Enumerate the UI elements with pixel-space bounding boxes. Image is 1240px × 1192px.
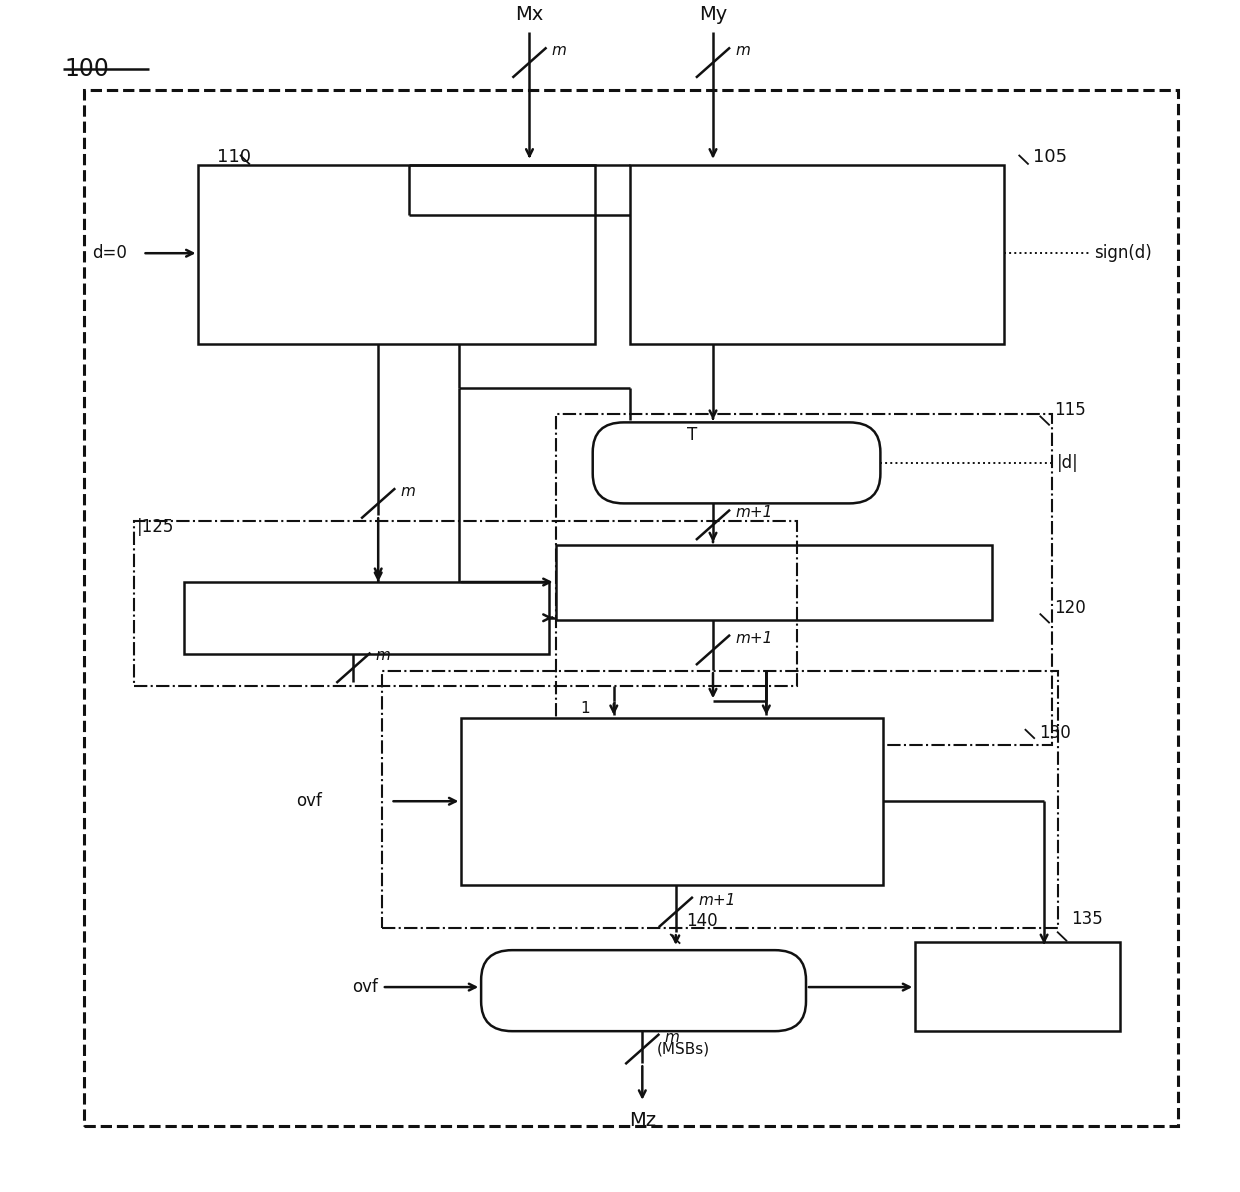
Text: 115: 115 (1054, 402, 1086, 420)
Text: |125: |125 (136, 519, 174, 536)
Bar (556, 545, 992, 620)
Text: Mz: Mz (629, 1111, 656, 1130)
Text: 105: 105 (1033, 148, 1068, 167)
Text: 140: 140 (686, 912, 718, 930)
Text: (MSBs): (MSBs) (657, 1042, 711, 1056)
Text: T: T (687, 426, 697, 443)
Bar (84, 89, 1178, 1126)
Bar (556, 414, 1052, 745)
Bar (134, 521, 797, 685)
Bar (630, 164, 1004, 343)
Bar (184, 582, 549, 653)
Text: m: m (401, 484, 415, 499)
Text: ovf: ovf (296, 793, 322, 811)
Text: 135: 135 (1071, 909, 1104, 927)
FancyBboxPatch shape (593, 422, 880, 503)
Text: ovf: ovf (352, 979, 378, 997)
Text: m+1: m+1 (735, 631, 773, 646)
Text: 110: 110 (217, 148, 250, 167)
Text: My: My (699, 6, 727, 25)
Bar (915, 942, 1120, 1031)
Text: m: m (552, 43, 567, 58)
Text: d=0: d=0 (92, 244, 126, 262)
Text: |d|: |d| (1056, 454, 1079, 472)
Text: sign(d): sign(d) (1094, 244, 1152, 262)
Text: 130: 130 (1039, 724, 1071, 741)
Bar (198, 164, 595, 343)
Text: m: m (665, 1030, 680, 1044)
Text: m+1: m+1 (735, 505, 773, 521)
Text: 100: 100 (64, 57, 109, 81)
Bar (382, 671, 1058, 927)
Text: m+1: m+1 (698, 893, 735, 907)
Text: 1: 1 (580, 701, 590, 716)
Text: 120: 120 (1054, 600, 1086, 617)
FancyBboxPatch shape (481, 950, 806, 1031)
Text: m: m (376, 648, 391, 664)
Text: m: m (735, 43, 750, 58)
Text: Mx: Mx (516, 6, 543, 25)
Bar (461, 718, 883, 884)
